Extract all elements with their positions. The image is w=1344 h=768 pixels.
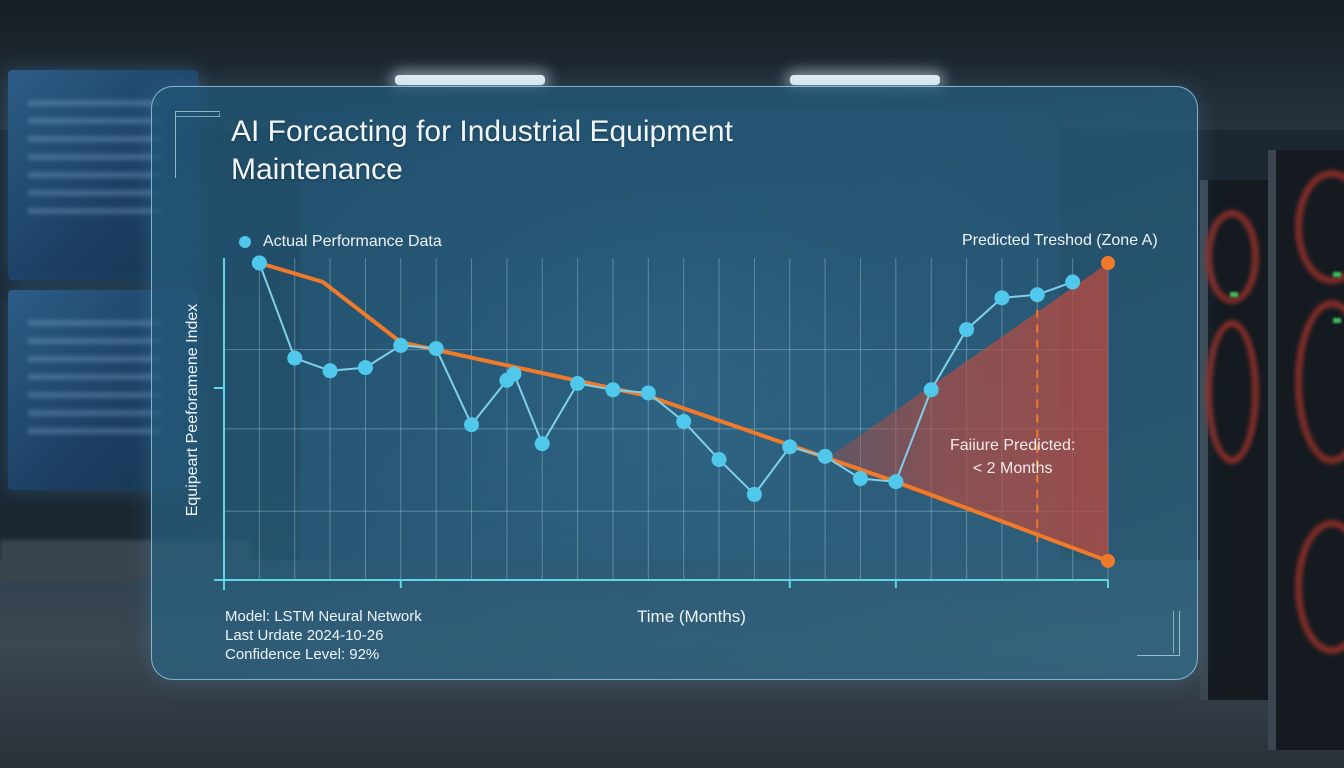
rack-cable: [1205, 210, 1259, 304]
status-led: [1333, 272, 1341, 277]
data-point: [605, 382, 621, 398]
data-point: [357, 360, 373, 376]
threshold-zone: [825, 263, 1108, 561]
trend-line: [257, 261, 1110, 563]
failure-annotation-line2: < 2 Months: [972, 460, 1053, 477]
data-point: [570, 375, 586, 391]
data-point: [534, 436, 550, 452]
data-point: [711, 452, 727, 468]
x-axis-label: Time (Months): [637, 607, 746, 626]
y-axis-label: Equipeart Peeforamene Index: [184, 303, 201, 517]
data-point: [923, 382, 939, 398]
ceiling-light: [395, 75, 545, 85]
rack-cable: [1295, 170, 1344, 284]
data-point: [852, 471, 868, 487]
legend-marker-icon: [239, 236, 251, 248]
model-name: Model: LSTM Neural Network: [225, 608, 422, 625]
data-point: [782, 439, 798, 455]
failure-annotation: Faiiure Predicted: < 2 Months: [950, 434, 1075, 480]
data-point: [746, 486, 762, 502]
data-point: [959, 322, 975, 338]
corner-bracket-top-left: [175, 111, 220, 178]
corner-bracket-bottom-right: [1137, 611, 1180, 656]
data-point: [251, 255, 267, 271]
threshold-label: Predicted Treshod (Zone A): [962, 232, 1158, 249]
chart-axes: [214, 258, 1109, 590]
legend-label-actual: Actual Performance Data: [263, 233, 442, 250]
confidence-level: Confidence Level: 92%: [225, 646, 380, 663]
data-point: [1065, 274, 1081, 290]
legend: Actual Performance Data: [239, 233, 442, 251]
data-point: [676, 414, 692, 429]
data-point: [640, 385, 656, 401]
data-point: [888, 474, 904, 490]
last-update: Last Urdate 2024-10-26: [225, 627, 384, 644]
trend-endpoints: [251, 255, 1115, 568]
failure-annotation-line1: Faiiure Predicted:: [950, 437, 1076, 454]
rack-cable: [1295, 520, 1344, 654]
status-led: [1333, 318, 1341, 323]
actual-data-points: [251, 255, 1081, 502]
data-point: [994, 290, 1010, 306]
data-point: [817, 448, 833, 464]
chart-title: AI Forcacting for Industrial Equipment M…: [231, 115, 733, 186]
data-point: [393, 337, 409, 353]
ceiling-light: [790, 75, 940, 85]
data-point: [1029, 287, 1045, 303]
trend-endpoint-marker: [1101, 553, 1115, 568]
data-point: [428, 341, 444, 357]
threshold-endpoint-marker: [1101, 256, 1115, 270]
status-led: [1230, 292, 1238, 297]
model-info: Model: LSTM Neural Network Last Urdate 2…: [225, 607, 422, 664]
data-point: [322, 363, 338, 379]
data-point: [287, 350, 303, 366]
rack-cable: [1205, 320, 1259, 464]
data-point: [464, 417, 480, 433]
data-point: [506, 366, 522, 382]
